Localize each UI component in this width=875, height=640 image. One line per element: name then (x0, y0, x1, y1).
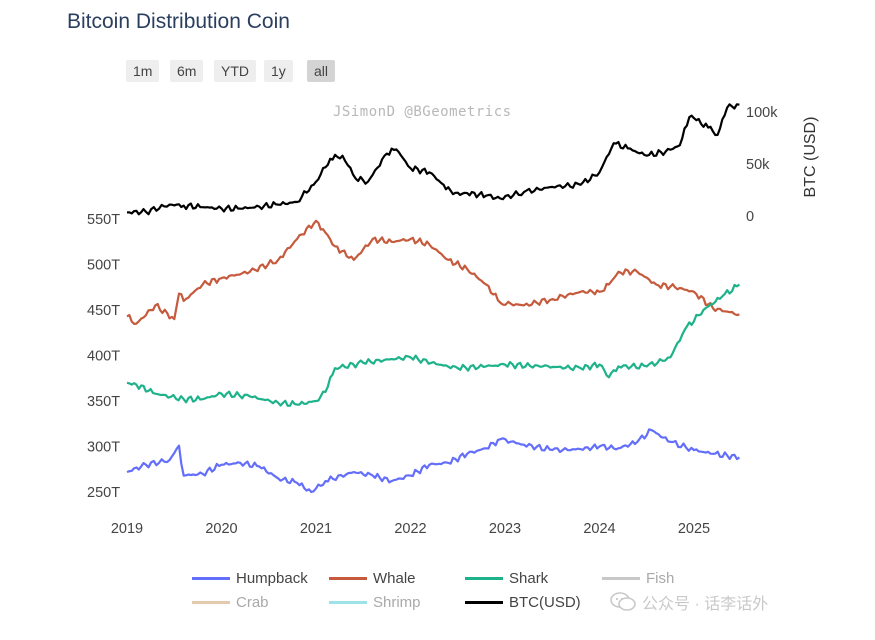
legend-item-shrimp[interactable]: Shrimp (329, 592, 421, 612)
range-1m-button[interactable]: 1m (126, 60, 160, 82)
legend-swatch-btc-usd (465, 600, 503, 604)
range-1y-button[interactable]: 1y (264, 60, 293, 82)
y-right-tick-label: 0 (746, 209, 754, 225)
x-tick-label: 2022 (394, 521, 426, 537)
legend-swatch-shark (465, 576, 503, 580)
chart-title: Bitcoin Distribution Coin (67, 10, 290, 33)
wechat-icon (610, 592, 636, 611)
x-tick-label: 2021 (300, 521, 332, 537)
y-left-tick-label: 550T (87, 212, 120, 228)
legend-item-fish[interactable]: Fish (602, 568, 674, 588)
legend-label-btc-usd: BTC(USD) (509, 593, 581, 611)
legend-swatch-crab (192, 600, 230, 604)
range-all-button[interactable]: all (307, 60, 336, 82)
y-left-tick-label: 350T (87, 394, 120, 410)
y-right-tick-label: 50k (746, 157, 770, 173)
legend-item-shark[interactable]: Shark (465, 568, 548, 588)
y-right-axis-title: BTC (USD) (802, 117, 819, 198)
x-tick-label: 2020 (205, 521, 237, 537)
wechat-watermark-text: 公众号 · 话李话外 (642, 596, 769, 613)
x-tick-label: 2023 (489, 521, 521, 537)
legend-item-whale[interactable]: Whale (329, 568, 416, 588)
legend-swatch-fish (602, 576, 640, 580)
x-tick-label: 2019 (111, 521, 143, 537)
y-right-tick-label: 100k (746, 105, 778, 121)
legend-swatch-shrimp (329, 600, 367, 604)
legend-label-fish: Fish (646, 569, 675, 587)
legend-item-humpback[interactable]: Humpback (192, 568, 308, 588)
wechat-watermark: 公众号 · 话李话外 (610, 590, 768, 614)
y-left-tick-label: 500T (87, 258, 120, 274)
y-left-tick-label: 450T (87, 303, 120, 319)
chart-watermark: JSimonD @BGeometrics (333, 104, 512, 120)
legend-item-btc-usd[interactable]: BTC(USD) (465, 592, 581, 612)
y-left-tick-label: 300T (87, 440, 120, 456)
x-tick-label: 2024 (583, 521, 615, 537)
series-line-humpback (126, 428, 741, 494)
range-6m-button[interactable]: 6m (170, 60, 204, 82)
series-line-whale (126, 219, 740, 325)
series-line-shark (126, 283, 741, 407)
range-ytd-button[interactable]: YTD (214, 60, 256, 82)
legend-swatch-whale (329, 576, 367, 580)
series-line-btc-usd- (127, 103, 740, 216)
legend-label-whale: Whale (373, 569, 416, 587)
legend-item-crab[interactable]: Crab (192, 592, 269, 612)
y-left-tick-label: 250T (87, 485, 120, 501)
legend-label-shrimp: Shrimp (373, 593, 421, 611)
legend-label-shark: Shark (509, 569, 549, 587)
y-left-tick-label: 400T (87, 349, 120, 365)
legend-label-crab: Crab (236, 593, 269, 611)
x-tick-label: 2025 (678, 521, 710, 537)
legend-swatch-humpback (192, 576, 230, 580)
legend-label-humpback: Humpback (236, 569, 308, 587)
